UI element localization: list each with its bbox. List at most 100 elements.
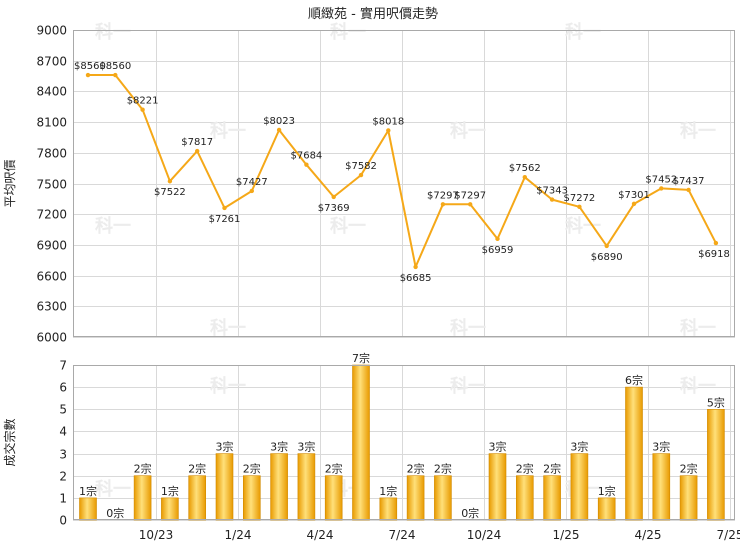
y-tick-label: 1: [59, 492, 67, 506]
y-tick-label: 6: [59, 381, 67, 395]
volume-data-label: 2宗: [188, 462, 206, 476]
volume-data-label: 2宗: [516, 462, 534, 476]
watermark: 科一: [680, 375, 716, 397]
y-tick-label: 6000: [36, 331, 67, 345]
volume-bar: [324, 475, 343, 521]
y-tick-label: 8700: [36, 55, 67, 69]
price-point: [522, 174, 527, 180]
volume-data-label: 0宗: [461, 506, 479, 520]
price-point: [276, 127, 282, 133]
volume-data-label: 2宗: [543, 462, 561, 476]
watermark: 科一: [210, 317, 246, 339]
price-point: [386, 128, 391, 133]
volume-bar: [570, 453, 589, 521]
line-y-axis-label: 平均呎價: [3, 159, 17, 207]
y-tick-label: 8100: [36, 116, 67, 130]
volume-bar: [543, 475, 561, 521]
volume-bar: [515, 475, 534, 521]
volume-bar: [597, 497, 616, 521]
price-point: [331, 194, 336, 200]
x-tick-label: 10/23: [139, 528, 174, 542]
volume-data-label: 7宗: [352, 351, 370, 365]
price-point: [222, 205, 227, 211]
watermark: 科一: [330, 21, 366, 43]
price-point: [304, 162, 309, 167]
price-point: [140, 107, 145, 112]
volume-bar: [133, 475, 152, 521]
volume-bar: [243, 475, 261, 521]
price-data-label: $7817: [181, 137, 213, 148]
price-data-label: $6890: [591, 252, 623, 263]
y-tick-label: 7500: [36, 178, 67, 192]
price-data-label: $7562: [509, 163, 541, 174]
price-data-label: $7427: [236, 177, 268, 188]
volume-data-label: 2宗: [407, 462, 425, 476]
volume-bar: [79, 497, 97, 521]
watermark: 科一: [95, 478, 131, 500]
price-data-label: $7522: [154, 187, 186, 198]
price-point: [604, 243, 609, 249]
volume-data-label: 2宗: [134, 462, 152, 476]
y-tick-label: 5: [59, 403, 67, 417]
volume-data-label: 6宗: [625, 373, 643, 387]
watermark: 科一: [450, 375, 486, 397]
volume-bar: [379, 497, 398, 521]
volume-data-label: 2宗: [680, 462, 698, 476]
volume-data-label: 2宗: [434, 462, 452, 476]
y-tick-label: 3: [59, 448, 67, 462]
price-data-label: $8221: [127, 96, 159, 107]
x-tick-label: 4/25: [635, 528, 662, 542]
watermark: 科一: [330, 215, 366, 237]
x-tick-label: 4/24: [307, 528, 334, 542]
price-point: [577, 204, 582, 210]
bar-plot-frame: [73, 365, 735, 520]
price-data-label: $7343: [536, 186, 568, 197]
price-point: [167, 179, 173, 184]
price-point: [495, 236, 500, 242]
price-data-label: $8018: [372, 116, 404, 127]
y-tick-label: 7200: [36, 208, 67, 222]
watermark: 科一: [95, 215, 131, 237]
volume-bar: [406, 475, 425, 521]
price-point: [631, 201, 637, 207]
price-data-label: $6918: [698, 249, 730, 260]
volume-bar: [188, 475, 206, 521]
line-plot-background: [73, 30, 735, 337]
volume-bar: [215, 453, 234, 521]
x-tick-label: 10/24: [467, 528, 502, 542]
y-tick-label: 7: [59, 359, 67, 373]
volume-bar: [625, 386, 643, 521]
bar-plot-background: [73, 365, 735, 520]
volume-bar: [270, 453, 288, 521]
price-point: [195, 148, 200, 154]
volume-bar: [161, 497, 179, 521]
watermark: 科一: [95, 21, 131, 43]
watermark: 科一: [565, 215, 601, 237]
price-data-label: $7369: [318, 203, 350, 214]
y-tick-label: 4: [59, 425, 67, 439]
volume-bar: [652, 453, 671, 521]
volume-data-label: 3宗: [270, 440, 288, 454]
volume-data-label: 2宗: [325, 462, 343, 476]
volume-data-label: 3宗: [216, 440, 234, 454]
volume-bar: [434, 475, 452, 521]
y-tick-label: 0: [59, 514, 67, 528]
watermark: 科一: [680, 120, 716, 142]
y-tick-label: 2: [59, 470, 67, 484]
price-data-label: $7272: [563, 193, 595, 204]
price-point: [249, 188, 254, 194]
price-data-label: $7297: [454, 190, 486, 201]
price-data-label: $8560: [74, 61, 106, 72]
volume-data-label: 3宗: [652, 440, 670, 454]
volume-bar: [679, 475, 698, 521]
volume-bar: [488, 453, 507, 521]
price-data-label: $7684: [290, 151, 322, 162]
price-data-label: $7437: [673, 176, 705, 187]
price-data-label: $7582: [345, 161, 377, 172]
watermark: 科一: [210, 375, 246, 397]
price-data-label: $8560: [99, 61, 131, 72]
price-series-line: [88, 74, 717, 268]
y-tick-label: 6600: [36, 270, 67, 284]
volume-data-label: 3宗: [489, 440, 507, 454]
watermark: 科一: [450, 120, 486, 142]
